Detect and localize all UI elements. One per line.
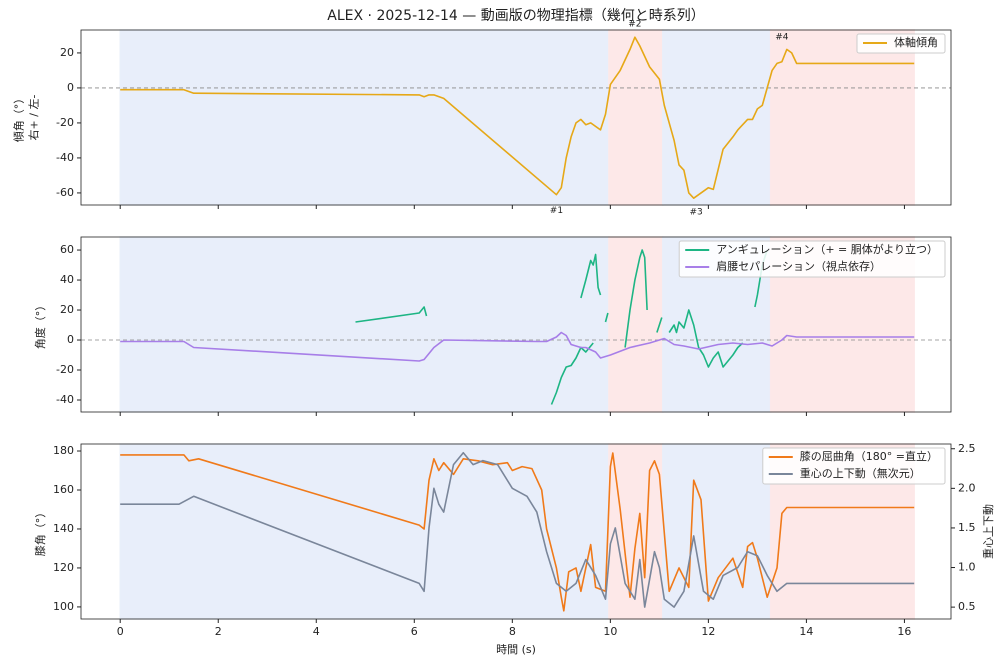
phase-span bbox=[119, 443, 610, 620]
annotation: #2 bbox=[628, 20, 641, 30]
y-tick-label: 0 bbox=[67, 333, 74, 346]
x-tick-label: 6 bbox=[411, 625, 418, 638]
y-tick-label: 0 bbox=[67, 81, 74, 94]
y-tick-label: -60 bbox=[56, 186, 74, 199]
annotation: #3 bbox=[689, 208, 702, 218]
x-tick-label: 8 bbox=[509, 625, 516, 638]
legend-label: アンギュレーション（+ = 胴体がより立つ） bbox=[716, 242, 938, 256]
chart-title: ALEX · 2025-12-14 — 動画版の物理指標（幾何と時系列） bbox=[327, 8, 704, 24]
legend: アンギュレーション（+ = 胴体がより立つ） 肩腰セパレーション（視点依存） bbox=[678, 240, 946, 278]
x-tick-label: 2 bbox=[215, 625, 222, 638]
legend-label: 重心の上下動（無次元） bbox=[800, 466, 921, 480]
y-tick-label: 40 bbox=[60, 273, 74, 286]
series-line bbox=[120, 36, 915, 199]
y-tick-label: -20 bbox=[56, 116, 74, 129]
legend-label: 膝の屈曲角（180° =直立） bbox=[800, 449, 938, 463]
y-tick-label: 160 bbox=[53, 483, 74, 496]
y-tick-label: -20 bbox=[56, 363, 74, 376]
annotation: #4 bbox=[775, 33, 789, 43]
plot-frame bbox=[80, 443, 952, 620]
y2-tick-label: 1.0 bbox=[958, 561, 976, 574]
y-axis-label: 右+ / 左- bbox=[27, 95, 41, 141]
y-tick-label: -40 bbox=[56, 393, 74, 406]
plot-frame bbox=[80, 29, 952, 206]
annotation: #1 bbox=[550, 206, 563, 216]
legend-label: 体軸傾角 bbox=[894, 35, 938, 49]
y2-tick-label: 2.0 bbox=[958, 481, 976, 494]
legend: 膝の屈曲角（180° =直立） 重心の上下動（無次元） bbox=[762, 447, 946, 485]
legend-box bbox=[678, 240, 946, 278]
phase-span bbox=[608, 236, 664, 413]
x-tick-label: 12 bbox=[701, 625, 715, 638]
y-axis-label: 膝角（°） bbox=[34, 507, 47, 557]
x-tick-label: 10 bbox=[603, 625, 617, 638]
y2-axis-label: 重心上下動 bbox=[981, 504, 995, 559]
series-line bbox=[120, 451, 915, 608]
series-line bbox=[355, 249, 768, 405]
x-tick-label: 16 bbox=[897, 625, 911, 638]
x-tick-label: 14 bbox=[799, 625, 813, 638]
legend-label: 肩腰セパレーション（視点依存） bbox=[716, 259, 881, 273]
y-tick-label: 120 bbox=[53, 561, 74, 574]
y-axis-label: 傾角（°） bbox=[12, 93, 26, 143]
series-line bbox=[120, 331, 915, 362]
phase-span bbox=[119, 29, 610, 206]
legend: 体軸傾角 bbox=[856, 33, 946, 54]
y2-tick-label: 1.5 bbox=[958, 521, 976, 534]
y-tick-label: 100 bbox=[53, 600, 74, 613]
y-tick-label: 60 bbox=[60, 243, 74, 256]
y-tick-label: -40 bbox=[56, 151, 74, 164]
y-tick-label: 180 bbox=[53, 444, 74, 457]
y-tick-label: 20 bbox=[60, 46, 74, 59]
legend-box bbox=[762, 447, 946, 485]
legend-box bbox=[856, 33, 946, 54]
x-axis-label: 時間 (s) bbox=[496, 643, 536, 656]
y-tick-label: 140 bbox=[53, 522, 74, 535]
phase-span bbox=[769, 29, 915, 206]
x-tick-label: 0 bbox=[117, 625, 124, 638]
x-tick-label: 4 bbox=[313, 625, 320, 638]
plot-frame bbox=[80, 236, 952, 413]
phase-span bbox=[119, 236, 610, 413]
phase-span bbox=[608, 29, 664, 206]
y-tick-label: 20 bbox=[60, 303, 74, 316]
y2-tick-label: 0.5 bbox=[958, 600, 976, 613]
y2-tick-label: 2.5 bbox=[958, 442, 976, 455]
y-axis-label: 角度（°） bbox=[33, 300, 47, 350]
